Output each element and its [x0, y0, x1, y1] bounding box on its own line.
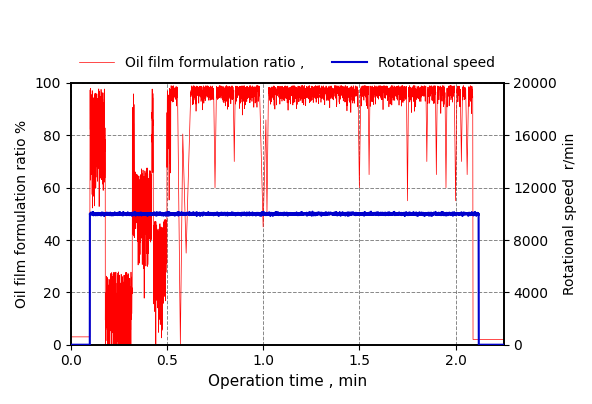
Oil film formulation ratio , [201, 84, 208, 89]
Oil film formulation ratio , [314, 83, 321, 88]
Oil film formulation ratio , [500, 337, 507, 342]
Oil film formulation ratio , [179, 150, 186, 155]
Rotational speed [201, 212, 208, 217]
Rotational speed [67, 342, 74, 347]
Oil film formulation ratio , [102, 342, 109, 347]
Oil film formulation ratio , [67, 335, 74, 339]
Rotational speed [217, 212, 224, 217]
Rotational speed [179, 213, 186, 217]
Rotational speed [327, 210, 334, 215]
Rotational speed [475, 342, 482, 347]
Rotational speed [398, 212, 405, 217]
Oil film formulation ratio , [217, 91, 224, 96]
Rotational speed [368, 209, 375, 214]
Oil film formulation ratio , [398, 86, 405, 91]
Y-axis label: Rotational speed  r/min: Rotational speed r/min [563, 133, 577, 295]
Y-axis label: Oil film formulation ratio %: Oil film formulation ratio % [15, 120, 29, 308]
Oil film formulation ratio , [476, 337, 483, 342]
Legend: Oil film formulation ratio ,, Rotational speed: Oil film formulation ratio ,, Rotational… [74, 50, 501, 76]
Rotational speed [500, 342, 507, 347]
Line: Rotational speed: Rotational speed [70, 212, 504, 345]
X-axis label: Operation time , min: Operation time , min [208, 374, 367, 389]
Oil film formulation ratio , [327, 87, 334, 92]
Line: Oil film formulation ratio ,: Oil film formulation ratio , [70, 86, 504, 345]
